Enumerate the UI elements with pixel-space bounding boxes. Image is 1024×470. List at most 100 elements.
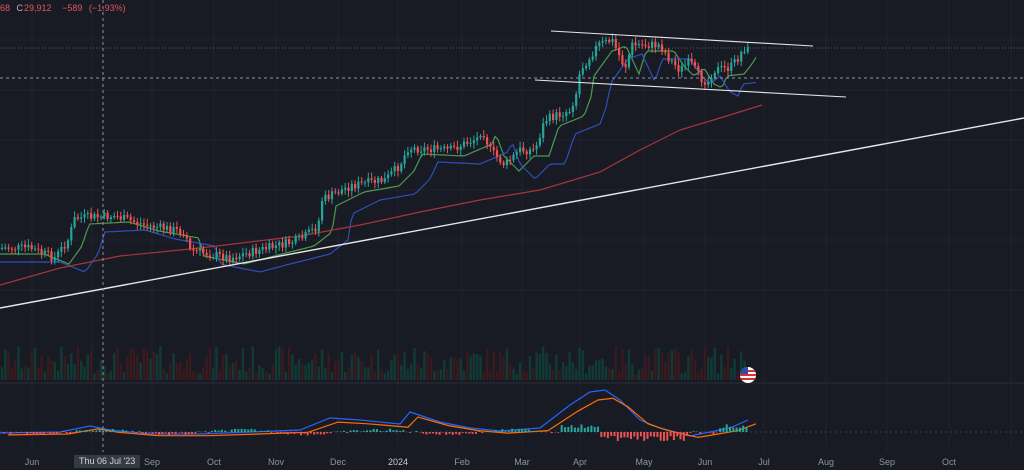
volume-bar: [644, 356, 647, 380]
volume-bar: [146, 350, 149, 380]
candle-body: [278, 242, 281, 246]
macd-histogram-bar: [9, 432, 12, 435]
us-flag-icon[interactable]: [740, 367, 756, 383]
candle-body: [730, 62, 733, 72]
change-percent: (−1.93%): [88, 3, 126, 13]
volume-bar: [423, 351, 426, 380]
macd-histogram-bar: [501, 429, 504, 432]
volume-bar: [251, 346, 254, 380]
candle-body: [301, 236, 304, 239]
candle-body: [377, 177, 380, 183]
channel-bottom-line: [534, 79, 847, 98]
volume-bar: [27, 367, 30, 380]
volume-bar: [60, 346, 63, 380]
volume-bar: [667, 352, 670, 380]
volume-bar: [185, 359, 188, 380]
candle-body: [37, 248, 40, 250]
channel-top-line: [550, 30, 814, 47]
volume-bar: [456, 359, 459, 380]
candle-body: [591, 56, 594, 60]
volume-bar: [208, 347, 212, 380]
date-axis-label: Apr: [572, 457, 588, 467]
candle-body: [40, 248, 43, 254]
volume-bar: [617, 370, 621, 380]
macd-histogram-bar: [686, 432, 689, 437]
macd-histogram-bar: [240, 428, 243, 432]
candle-body: [482, 136, 485, 138]
volume-bar: [195, 373, 198, 380]
candle-body: [347, 187, 350, 191]
volume-bar: [159, 346, 162, 380]
volume-bar: [248, 367, 251, 380]
candle-body: [608, 39, 611, 43]
candle-body: [373, 179, 376, 183]
candle-body: [489, 144, 492, 147]
candle-body: [57, 251, 60, 258]
volume-bar: [532, 368, 535, 380]
volume-bar: [720, 354, 723, 380]
volume-bar: [37, 367, 40, 380]
candle-body: [357, 181, 360, 189]
volume-bar: [588, 365, 591, 380]
macd-histogram-bar: [656, 432, 659, 437]
date-axis[interactable]: Jun Aug Sep Oct Nov Dec 2024 Feb Mar Apr May Jun Jul…: [0, 452, 1024, 470]
macd-histogram-bar: [346, 432, 349, 433]
volume-bar: [443, 360, 446, 380]
macd-histogram-bar: [303, 432, 306, 434]
candle-body: [24, 244, 27, 248]
candle-body: [4, 247, 7, 249]
date-axis-label: Jun: [24, 457, 40, 467]
candle-body: [274, 245, 277, 248]
macd-histogram-bar: [474, 432, 477, 434]
candle-body: [20, 244, 23, 246]
volume-bar: [235, 359, 238, 380]
candle-body: [192, 248, 195, 251]
support-trendline: [0, 117, 1024, 309]
volume-bar: [66, 363, 70, 380]
macd-histogram-bar: [738, 427, 741, 432]
macd-histogram-bar: [26, 432, 29, 435]
ma-fast-line: [0, 46, 757, 265]
candle-body: [268, 243, 271, 250]
macd-histogram-bar: [161, 432, 164, 434]
macd-histogram-bar: [369, 430, 372, 432]
volume-bar: [482, 372, 485, 380]
volume-bar: [713, 347, 716, 380]
volume-bar: [14, 360, 17, 380]
macd-histogram-bar: [316, 432, 319, 435]
candle-body: [86, 213, 89, 215]
candle-body: [552, 113, 555, 121]
candle-body: [330, 191, 334, 200]
candle-body: [664, 51, 667, 53]
macd-histogram-bar: [742, 425, 745, 432]
macd-histogram-bar: [438, 432, 441, 435]
macd-histogram-bar: [168, 432, 170, 436]
candle-body: [113, 215, 116, 218]
candle-body: [426, 147, 429, 150]
candle-body: [746, 46, 749, 52]
candle-body: [297, 236, 301, 238]
candle-body: [337, 192, 340, 194]
candle-body: [231, 257, 235, 263]
volume-bar: [383, 373, 386, 380]
candle-body: [684, 65, 687, 67]
macd-histogram-bar: [626, 432, 629, 438]
macd-histogram-bar: [204, 431, 207, 432]
volume-bar: [561, 362, 565, 380]
volume-bar: [558, 370, 561, 380]
candle-body: [674, 60, 677, 66]
price-chart[interactable]: [0, 0, 1024, 452]
macd-histogram-bar: [237, 429, 240, 432]
candle-body: [238, 256, 241, 260]
volume-bar: [162, 369, 165, 380]
drawn-trendlines[interactable]: [0, 30, 1024, 309]
volume-bar: [518, 362, 522, 380]
candle-body: [225, 255, 228, 261]
macd-histogram-bar: [197, 431, 200, 432]
candle-body: [70, 227, 73, 241]
candle-body: [17, 245, 20, 250]
volume-bar: [175, 362, 179, 380]
macd-histogram-bar: [666, 432, 669, 441]
macd-histogram-bar: [270, 432, 273, 433]
